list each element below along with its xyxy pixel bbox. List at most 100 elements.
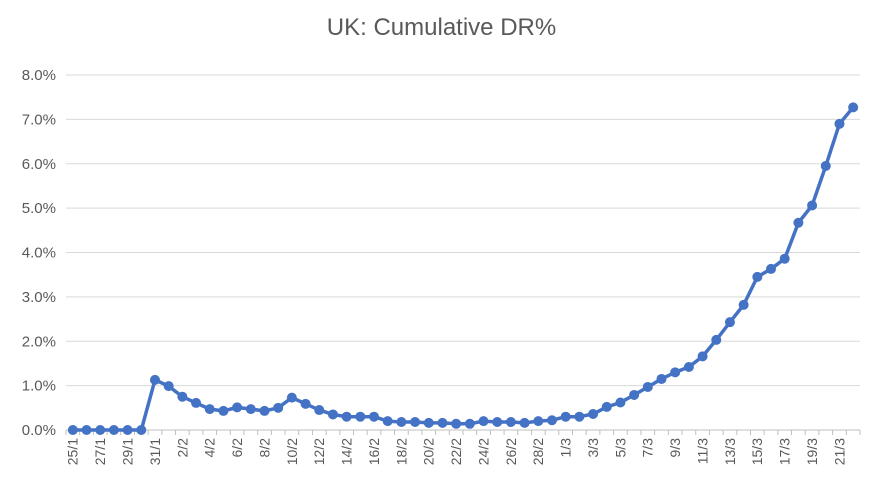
x-tick-label: 20/2 (421, 438, 437, 465)
data-point (218, 405, 229, 416)
data-point (464, 418, 475, 429)
x-tick-label: 17/3 (777, 438, 793, 465)
x-tick-label: 25/1 (65, 438, 81, 465)
data-point (601, 401, 612, 412)
data-point (533, 416, 544, 427)
x-tick-label: 1/3 (558, 438, 574, 458)
data-point (163, 381, 174, 392)
y-tick-label: 0.0% (22, 422, 56, 439)
data-point (574, 411, 585, 422)
x-tick-label: 9/3 (667, 438, 683, 458)
data-point (519, 417, 530, 428)
data-point (697, 351, 708, 362)
y-tick-label: 7.0% (22, 111, 56, 128)
x-tick-label: 8/2 (256, 438, 272, 458)
data-point (355, 411, 366, 422)
x-tick-label: 11/3 (694, 438, 710, 464)
data-point (629, 389, 640, 400)
y-tick-label: 5.0% (22, 200, 56, 217)
data-point (67, 425, 78, 435)
data-point (259, 405, 270, 416)
x-tick-label: 3/3 (585, 438, 601, 458)
data-point (588, 409, 599, 420)
x-tick-label: 27/1 (92, 438, 108, 465)
data-point (793, 217, 804, 228)
data-point (451, 418, 462, 429)
data-point (738, 299, 749, 310)
chart-title: UK: Cumulative DR% (326, 14, 557, 41)
x-tick-label: 2/2 (174, 438, 190, 458)
data-point (724, 317, 735, 328)
data-point (410, 417, 421, 428)
data-point (615, 397, 626, 408)
data-point (505, 417, 516, 428)
data-point (752, 271, 763, 282)
x-tick-label: 7/3 (640, 438, 656, 458)
data-point (314, 405, 325, 416)
data-point (273, 402, 284, 413)
data-point (81, 425, 92, 435)
y-tick-label: 2.0% (22, 333, 56, 350)
y-tick-label: 6.0% (22, 156, 56, 173)
data-point (232, 402, 243, 413)
x-tick-label: 28/2 (530, 438, 546, 465)
data-point (779, 253, 790, 264)
data-point (642, 381, 653, 392)
data-point (122, 425, 133, 435)
data-point (245, 404, 256, 415)
data-point (369, 411, 380, 422)
data-point (656, 373, 667, 384)
y-tick-label: 1.0% (22, 378, 56, 395)
x-tick-label: 6/2 (229, 438, 245, 458)
y-tick-label: 3.0% (22, 289, 56, 306)
x-tick-label: 14/2 (339, 438, 355, 465)
x-tick-label: 31/1 (147, 438, 163, 465)
x-tick-label: 19/3 (804, 438, 820, 465)
data-point (820, 160, 831, 171)
x-tick-label: 12/2 (311, 438, 327, 465)
x-tick-label: 29/1 (120, 438, 136, 465)
x-tick-label: 4/2 (202, 438, 218, 458)
data-point (437, 417, 448, 428)
data-point (560, 411, 571, 422)
series-line (71, 105, 855, 432)
data-point (492, 417, 503, 428)
x-tick-label: 10/2 (284, 438, 300, 465)
data-point (834, 118, 845, 129)
data-point (95, 425, 106, 435)
x-tick-label: 15/3 (749, 438, 765, 465)
data-point (108, 425, 119, 435)
data-point (478, 416, 489, 427)
data-point (711, 334, 722, 345)
x-tick-label: 13/3 (722, 438, 738, 465)
data-point (807, 200, 818, 211)
x-tick-label: 24/2 (475, 438, 491, 465)
data-point (423, 417, 434, 428)
x-tick-label: 18/2 (393, 438, 409, 465)
data-point (177, 391, 188, 402)
data-point (396, 417, 407, 428)
data-point (848, 102, 859, 113)
data-point (327, 409, 338, 420)
data-point (204, 404, 215, 415)
data-point (300, 398, 311, 409)
data-point (136, 425, 147, 435)
y-tick-label: 8.0% (22, 67, 56, 84)
y-tick-label: 4.0% (22, 245, 56, 262)
data-point (382, 416, 393, 427)
data-point (683, 361, 694, 372)
x-tick-label: 21/3 (831, 438, 847, 465)
data-point (766, 263, 777, 274)
x-tick-label: 5/3 (612, 438, 628, 458)
data-point (670, 367, 681, 378)
data-point (341, 411, 352, 422)
data-point (191, 397, 202, 408)
x-tick-label: 26/2 (503, 438, 519, 465)
data-point (149, 374, 160, 385)
data-point (286, 392, 297, 403)
x-tick-label: 16/2 (366, 438, 382, 465)
data-point (546, 415, 557, 426)
x-tick-label: 22/2 (448, 438, 464, 465)
